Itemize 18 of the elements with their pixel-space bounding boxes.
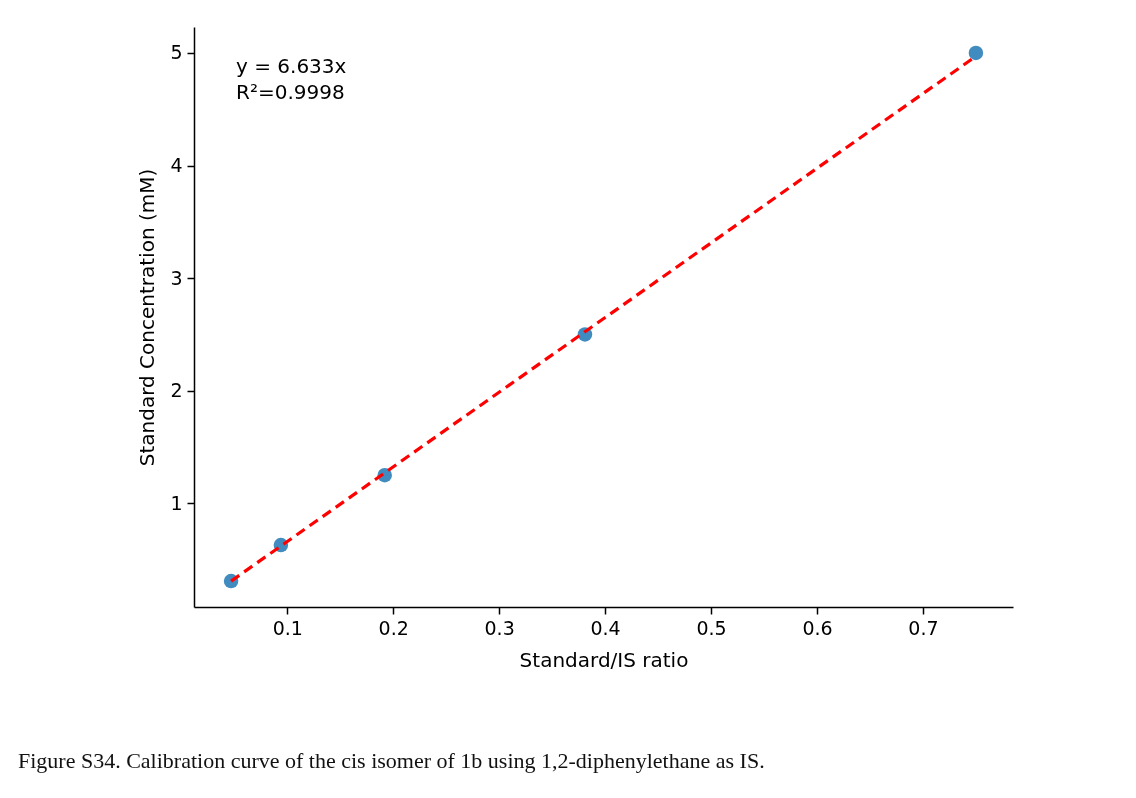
- y-tick-label: 1: [170, 491, 183, 514]
- x-tick-label: 0.1: [272, 616, 303, 639]
- point: [968, 45, 984, 61]
- y-axis-title: Standard Concentration (mM): [135, 168, 160, 467]
- x-tick-label: 0.6: [802, 616, 833, 639]
- x-tick-label: 0.3: [484, 616, 515, 639]
- caption: Figure S34. Calibration curve of the cis isomer of 1b using 1,2-diphenylethane as IS.: [18, 748, 765, 774]
- x-tick-label: 0.7: [908, 616, 939, 639]
- annotation: y = 6.633x: [236, 54, 347, 78]
- y-tick-label: 2: [170, 379, 183, 402]
- y-tick-label: 4: [170, 154, 183, 177]
- x-axis-title: Standard/IS ratio: [519, 647, 689, 672]
- x-tick-label: 0.4: [590, 616, 621, 639]
- y-tick-label: 3: [170, 266, 183, 289]
- y-tick-label: 5: [170, 41, 183, 64]
- x-tick-label: 0.5: [696, 616, 727, 639]
- x-tick-label: 0.2: [378, 616, 409, 639]
- annotation: R²=0.9998: [236, 80, 345, 104]
